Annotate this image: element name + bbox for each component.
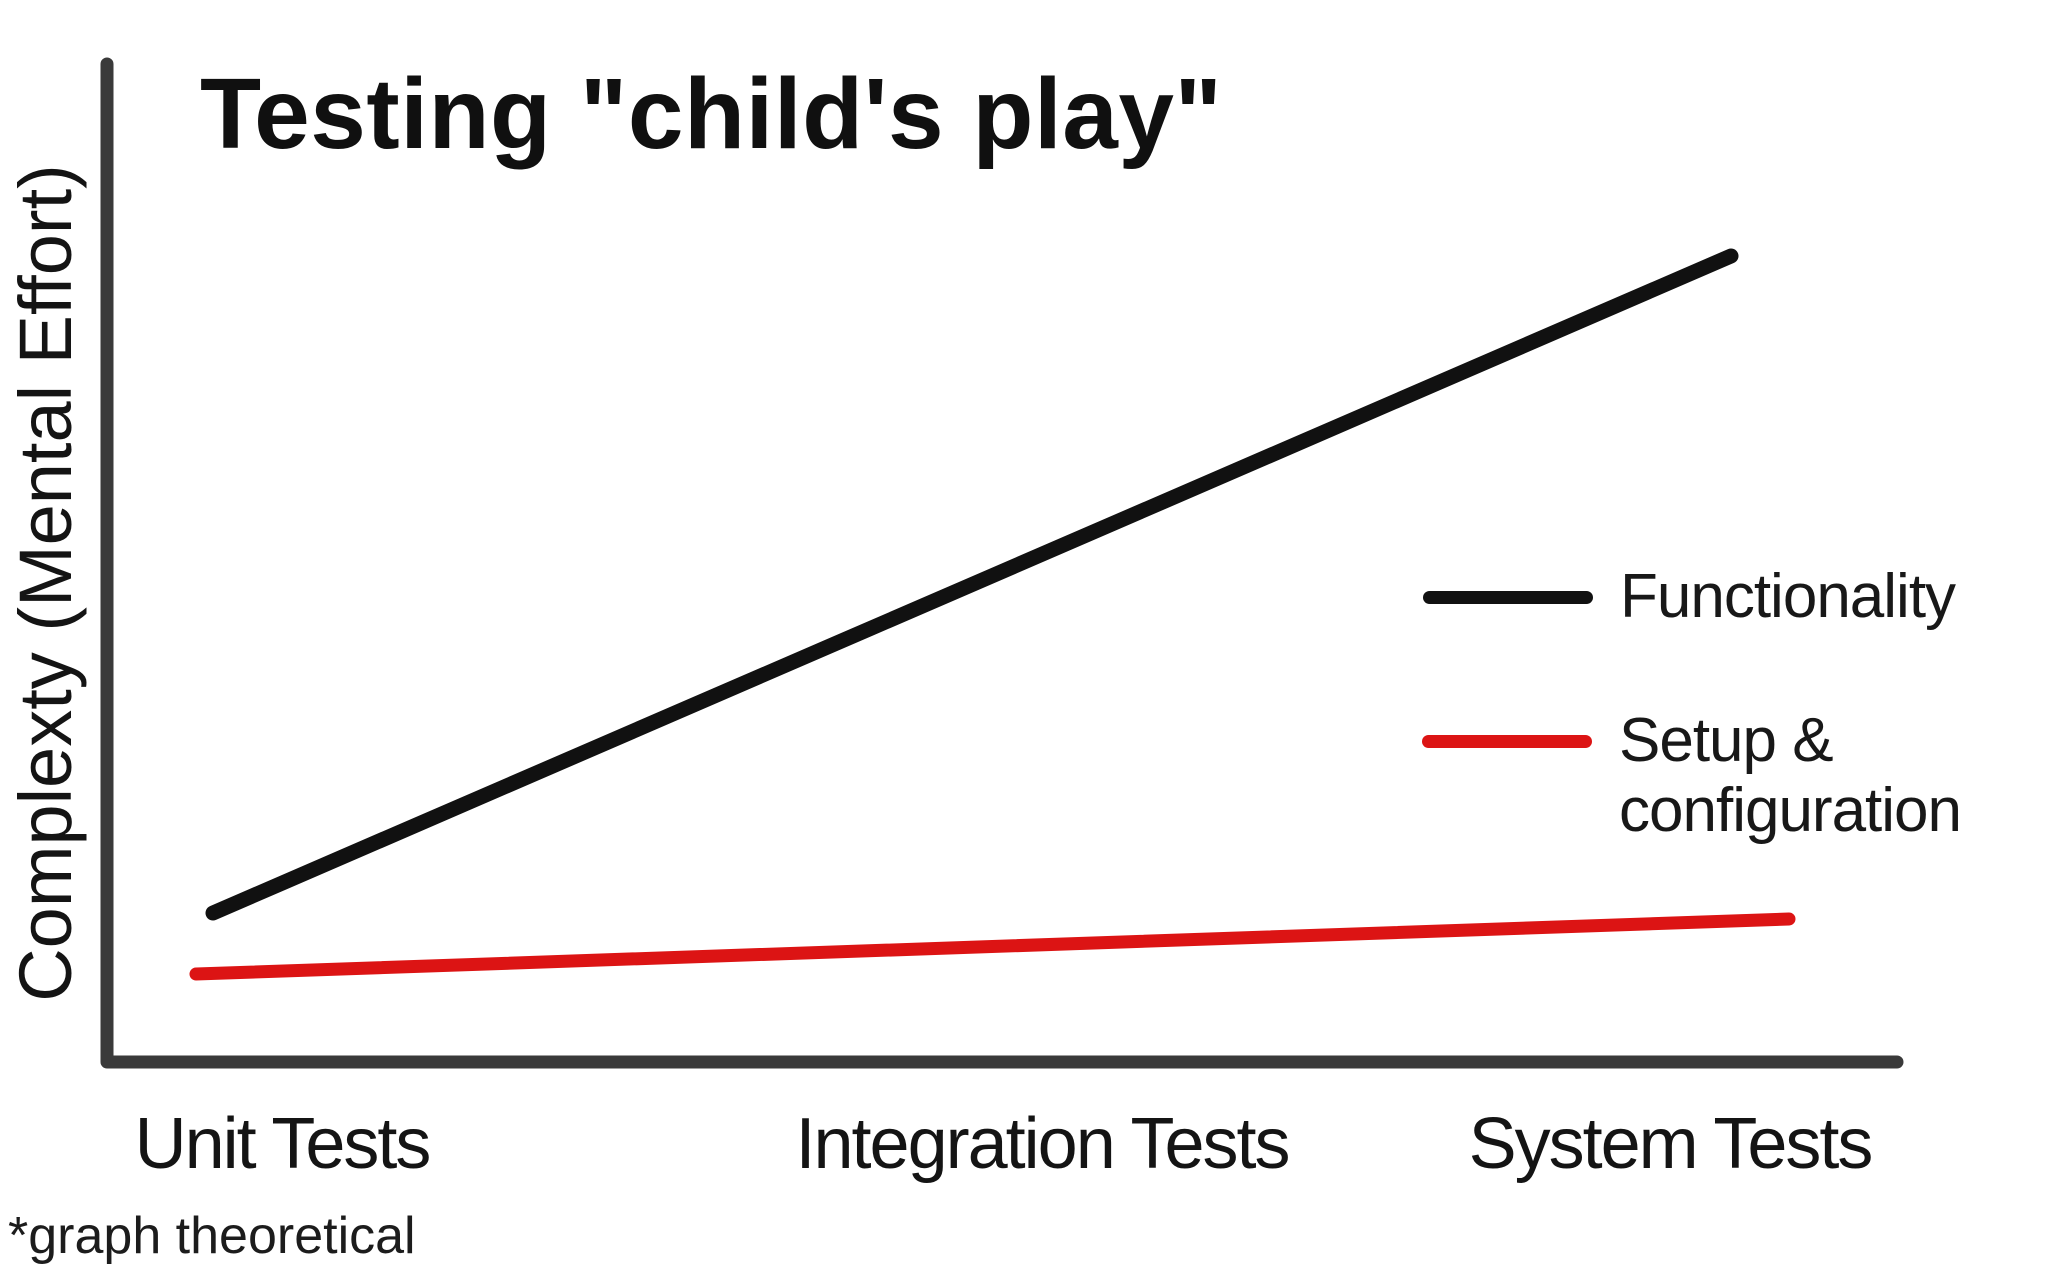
functionality-line xyxy=(205,248,1739,921)
setup-configuration-line xyxy=(189,912,1796,981)
legend-label-setup-configuration: Setup & configuration xyxy=(1619,706,1962,845)
y-axis-label: Complexty (Mental Effort) xyxy=(4,164,87,1002)
chart-title: Testing "child's play" xyxy=(200,58,1223,170)
setup-configuration-legend-line xyxy=(1422,735,1592,748)
x-tick-integration-tests: Integration Tests xyxy=(795,1104,1291,1184)
axes xyxy=(100,57,1904,1069)
footnote: *graph theoretical xyxy=(8,1207,416,1264)
legend-item-functionality: Functionality xyxy=(1423,562,2048,632)
x-tick-system-tests: System Tests xyxy=(1468,1104,1874,1184)
x-tick-unit-tests: Unit Tests xyxy=(134,1104,432,1184)
legend-label-functionality: Functionality xyxy=(1620,562,1956,631)
functionality-legend-line xyxy=(1423,591,1593,604)
legend-item-setup-configuration: Setup & configuration xyxy=(1422,706,2048,846)
